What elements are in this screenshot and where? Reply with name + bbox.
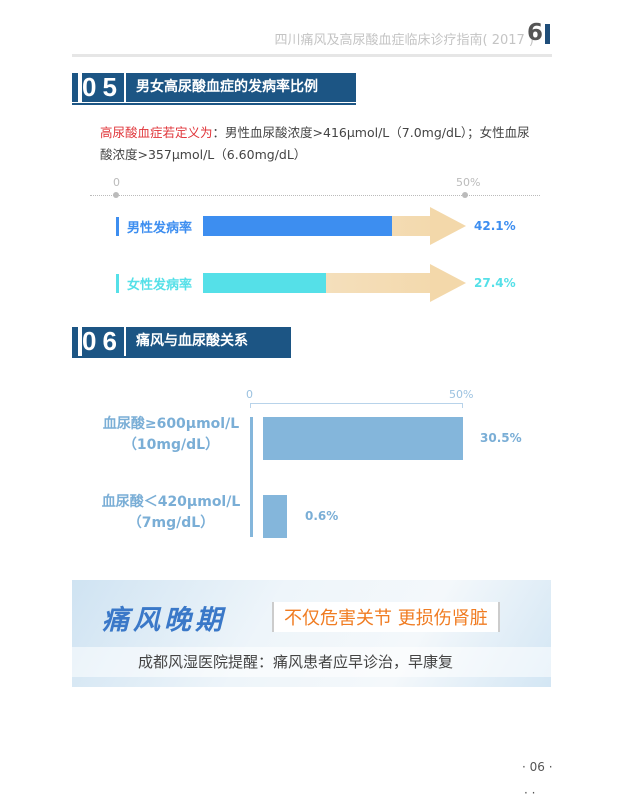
banner-headline: 痛风晚期 (102, 605, 226, 636)
bar-category-label: 男性发病率 (116, 217, 192, 236)
tick-label: 50% (456, 176, 481, 189)
bar-category-label: 血尿酸≥600μmol/L （10mg/dL） (91, 414, 251, 456)
axis-dot (113, 192, 119, 198)
arrow-head (430, 207, 466, 245)
section-number-05: 05 (72, 73, 124, 102)
bar (263, 417, 463, 460)
tick-label: 50% (449, 388, 474, 401)
footer-dots: · · (524, 786, 536, 800)
axis-line (90, 195, 540, 196)
bar-value-label: 0.6% (305, 509, 339, 523)
promo-banner: 痛风晚期 不仅危害关节 更损伤肾脏 成都风湿医院提醒：痛风患者应早诊治，早康复 (72, 580, 551, 687)
bar-value-label: 27.4% (474, 276, 516, 290)
page-marker (545, 24, 550, 44)
footer-page-number: · 06 · (522, 760, 553, 774)
label-line: （10mg/dL） (122, 437, 220, 453)
bar-value-label: 30.5% (480, 431, 522, 445)
bar (263, 495, 287, 538)
section-title-06: 痛风与血尿酸关系 (126, 327, 291, 356)
page-number: 6 (527, 20, 544, 46)
bar-category-label: 女性发病率 (116, 274, 192, 293)
section-title-05: 男女高尿酸血症的发病率比例 (126, 73, 356, 102)
section-underline (72, 103, 356, 105)
bar-category-label: 血尿酸＜420μmol/L （7mg/dL） (91, 492, 251, 534)
section-underline (72, 356, 291, 358)
banner-reminder: 成都风湿医院提醒：痛风患者应早诊治，早康复 (72, 647, 551, 677)
tick-label: 0 (246, 388, 253, 401)
bar-value-label: 42.1% (474, 219, 516, 233)
definition-body: ：男性血尿酸浓度>416μmol/L（7.0mg/dL）；女性血尿酸浓度>357… (100, 125, 530, 162)
bar-fill (203, 273, 327, 293)
header-divider (72, 54, 552, 57)
axis-bracket (250, 403, 463, 408)
tick-label: 0 (113, 176, 120, 189)
label-line: （7mg/dL） (127, 515, 215, 531)
axis-dot (462, 192, 468, 198)
section-number-06: 06 (72, 327, 124, 356)
running-title: 四川痛风及高尿酸血症临床诊疗指南( 2017 ) (274, 33, 535, 48)
label-line: 血尿酸＜420μmol/L (101, 494, 241, 510)
label-line: 血尿酸≥600μmol/L (102, 416, 240, 432)
banner-tagline: 不仅危害关节 更损伤肾脏 (272, 602, 500, 632)
definition-text: 高尿酸血症若定义为：男性血尿酸浓度>416μmol/L（7.0mg/dL）；女性… (100, 122, 530, 166)
bar-fill (203, 216, 393, 236)
definition-label: 高尿酸血症若定义为 (100, 125, 213, 140)
arrow-head (430, 264, 466, 302)
category-axis (250, 417, 253, 537)
